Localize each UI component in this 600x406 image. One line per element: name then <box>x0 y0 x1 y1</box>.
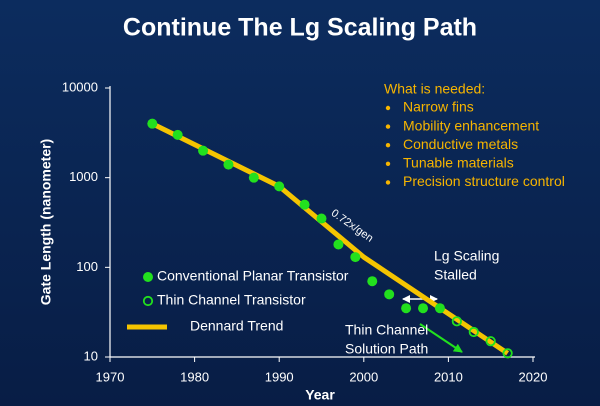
y-tick-label: 10 <box>84 348 98 363</box>
y-tick-label: 100 <box>76 259 98 274</box>
y-axis-title: Gate Length (nanometer) <box>38 139 54 305</box>
data-point <box>384 289 395 300</box>
solution-label: Solution Path <box>345 341 428 357</box>
data-point <box>401 303 412 314</box>
needs-item: Tunable materials <box>403 155 514 171</box>
data-point <box>367 276 378 287</box>
legend-swatch <box>142 295 154 307</box>
bullet <box>385 143 391 148</box>
data-point <box>299 199 310 210</box>
data-point <box>451 316 462 327</box>
chart-title: Continue The Lg Scaling Path <box>123 14 477 42</box>
x-tick-label: 2000 <box>349 369 378 384</box>
data-point <box>172 129 183 140</box>
legend-label: Dennard Trend <box>190 318 283 334</box>
data-point <box>418 303 429 314</box>
needs-item: Conductive metals <box>403 136 518 152</box>
x-tick-label: 1980 <box>180 369 209 384</box>
data-point <box>274 181 285 192</box>
bullet <box>385 180 391 185</box>
needs-item: Narrow fins <box>403 99 474 115</box>
x-tick-label: 1990 <box>265 369 294 384</box>
solution-arrow <box>419 323 463 353</box>
data-point <box>485 336 496 347</box>
data-point <box>223 159 234 170</box>
x-tick-label: 2010 <box>434 369 463 384</box>
data-point <box>468 326 479 338</box>
bullet <box>385 124 391 129</box>
data-point <box>350 252 361 263</box>
data-point <box>316 213 327 224</box>
x-tick-label: 2020 <box>519 369 548 384</box>
data-point <box>502 348 513 359</box>
stalled-label: Lg Scaling <box>434 248 499 264</box>
bullet <box>385 105 391 111</box>
data-point <box>198 145 209 156</box>
needs-item: Precision structure control <box>403 173 565 189</box>
y-tick-label: 10000 <box>62 79 98 94</box>
solution-label: Thin Channel <box>345 322 428 338</box>
stalled-label: Stalled <box>434 267 477 283</box>
data-point <box>248 172 259 183</box>
legend-swatch <box>143 272 153 282</box>
x-axis-title: Year <box>305 387 335 403</box>
y-tick-label: 1000 <box>69 169 98 184</box>
legend-label: Thin Channel Transistor <box>157 292 306 308</box>
needs-item: Mobility enhancement <box>403 117 539 133</box>
bullet <box>385 161 391 166</box>
data-point <box>434 303 445 314</box>
legend-label: Conventional Planar Transistor <box>157 268 349 284</box>
needs-title: What is needed: <box>384 81 485 97</box>
data-point <box>333 239 344 250</box>
x-tick-label: 1970 <box>96 369 125 384</box>
data-point <box>147 118 158 129</box>
